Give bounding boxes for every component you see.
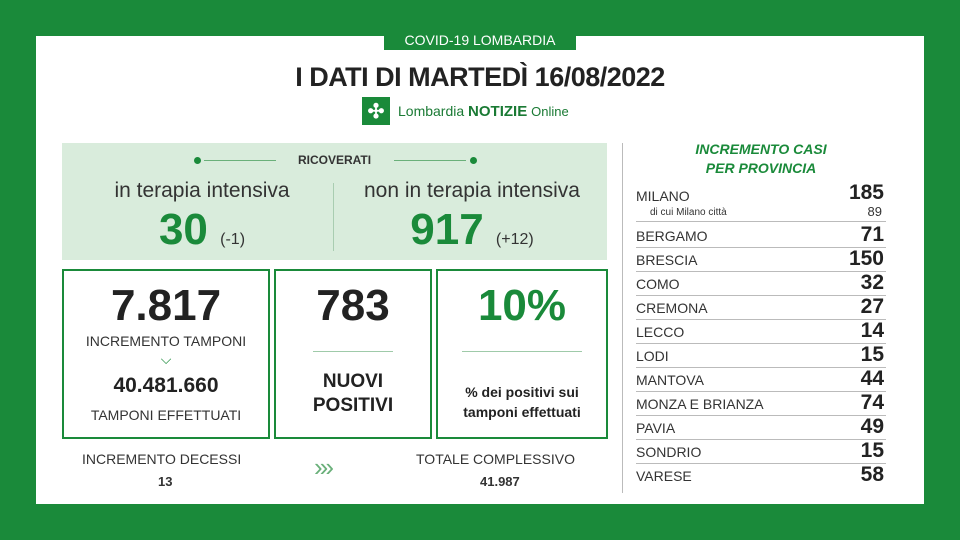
province-row: SONDRIO 15: [636, 439, 886, 464]
province-row: BRESCIA 150: [636, 247, 886, 272]
arrows-icon: ›››: [314, 452, 334, 482]
dot-icon: [470, 157, 477, 164]
province-value: 15: [860, 439, 884, 462]
logo: ✣ Lombardia NOTIZIE Online: [362, 97, 569, 125]
milano-citta-value: 89: [867, 204, 882, 219]
region-tag: COVID-19 LOMBARDIA: [384, 30, 576, 50]
percentuale-label-2: tamponi effettuati: [463, 404, 581, 420]
non-intensiva-label: non in terapia intensiva: [364, 179, 580, 202]
decessi-totale-value: 41.987: [480, 474, 520, 489]
province-value: 44: [860, 367, 884, 390]
province-name: LECCO: [636, 324, 685, 340]
decessi-incremento-value: 13: [158, 474, 173, 489]
tamponi-effettuati-label: TAMPONI EFFETTUATI: [90, 407, 242, 423]
nuovi-positivi-label-1: NUOVI: [322, 371, 384, 392]
province-name: LODI: [636, 348, 669, 364]
province-name: MILANO: [636, 188, 690, 204]
province-value: 150: [848, 247, 884, 270]
province-value: 15: [860, 343, 884, 366]
province-row: PAVIA 49: [636, 415, 886, 440]
divider: [622, 143, 623, 493]
percentuale-label-1: % dei positivi sui: [465, 384, 579, 400]
province-name: BERGAMO: [636, 228, 708, 244]
page-title: I DATI DI MARTEDÌ 16/08/2022: [295, 62, 665, 92]
decessi-incremento-label: INCREMENTO DECESSI: [82, 451, 242, 467]
province-name: CREMONA: [636, 300, 708, 316]
divider: [333, 183, 334, 251]
province-name: SONDRIO: [636, 444, 702, 460]
divider: [462, 351, 582, 352]
province-value: 14: [860, 319, 884, 342]
province-value: 74: [860, 391, 884, 414]
nuovi-positivi-value: 783: [316, 281, 390, 330]
milano-citta-label: di cui Milano città: [650, 207, 727, 218]
logo-suffix: Online: [531, 103, 569, 119]
percentuale-box: 10% % dei positivi sui tamponi effettuat…: [436, 269, 608, 439]
lombardia-rose-icon: ✣: [362, 97, 390, 125]
province-value: 185: [848, 181, 884, 204]
tamponi-incremento-label: INCREMENTO TAMPONI: [85, 333, 247, 349]
tamponi-box: 7.817 INCREMENTO TAMPONI ⌵ 40.481.660 TA…: [62, 269, 270, 439]
province-name: MONZA E BRIANZA: [636, 396, 764, 412]
province-row: MANTOVA 44: [636, 367, 886, 392]
logo-bold: NOTIZIE: [468, 102, 528, 120]
tamponi-effettuati: 40.481.660: [113, 374, 219, 397]
province-row-milano: MILANO 185 di cui Milano città 89: [636, 181, 886, 222]
province-value: 32: [860, 271, 884, 294]
ricoverati-label: RICOVERATI: [297, 153, 372, 167]
province-name: VARESE: [636, 468, 692, 484]
province-name: BRESCIA: [636, 252, 698, 268]
tamponi-incremento: 7.817: [110, 281, 222, 330]
ricoverati-panel: RICOVERATI in terapia intensiva 30 (-1) …: [62, 143, 607, 260]
positivi-box: 783 NUOVI POSITIVI: [274, 269, 432, 439]
province-row: CREMONA 27: [636, 295, 886, 320]
non-intensiva-value: 917 (+12): [410, 205, 534, 254]
nuovi-positivi-label-2: POSITIVI: [312, 395, 394, 416]
divider: [394, 160, 466, 161]
intensiva-value: 30 (-1): [158, 205, 246, 254]
province-row: BERGAMO 71: [636, 223, 886, 248]
decessi-totale-label: TOTALE COMPLESSIVO: [416, 451, 575, 467]
divider: [204, 160, 276, 161]
province-row: VARESE 58: [636, 463, 886, 487]
province-row: LECCO 14: [636, 319, 886, 344]
divider: [313, 351, 393, 352]
percentuale-value: 10%: [477, 281, 567, 330]
province-row: COMO 32: [636, 271, 886, 296]
province-value: 49: [860, 415, 884, 438]
province-name: MANTOVA: [636, 372, 704, 388]
logo-text: Lombardia: [398, 102, 465, 119]
province-name: PAVIA: [636, 420, 676, 436]
intensiva-label: in terapia intensiva: [114, 179, 290, 202]
province-value: 71: [860, 223, 884, 246]
province-value: 58: [860, 463, 884, 486]
province-name: COMO: [636, 276, 680, 292]
province-row: MONZA E BRIANZA 74: [636, 391, 886, 416]
province-title: INCREMENTO CASI PER PROVINCIA: [695, 141, 827, 176]
province-row: LODI 15: [636, 343, 886, 368]
dot-icon: [194, 157, 201, 164]
chevron-down-icon: ⌵: [160, 351, 172, 367]
province-value: 27: [860, 295, 884, 318]
